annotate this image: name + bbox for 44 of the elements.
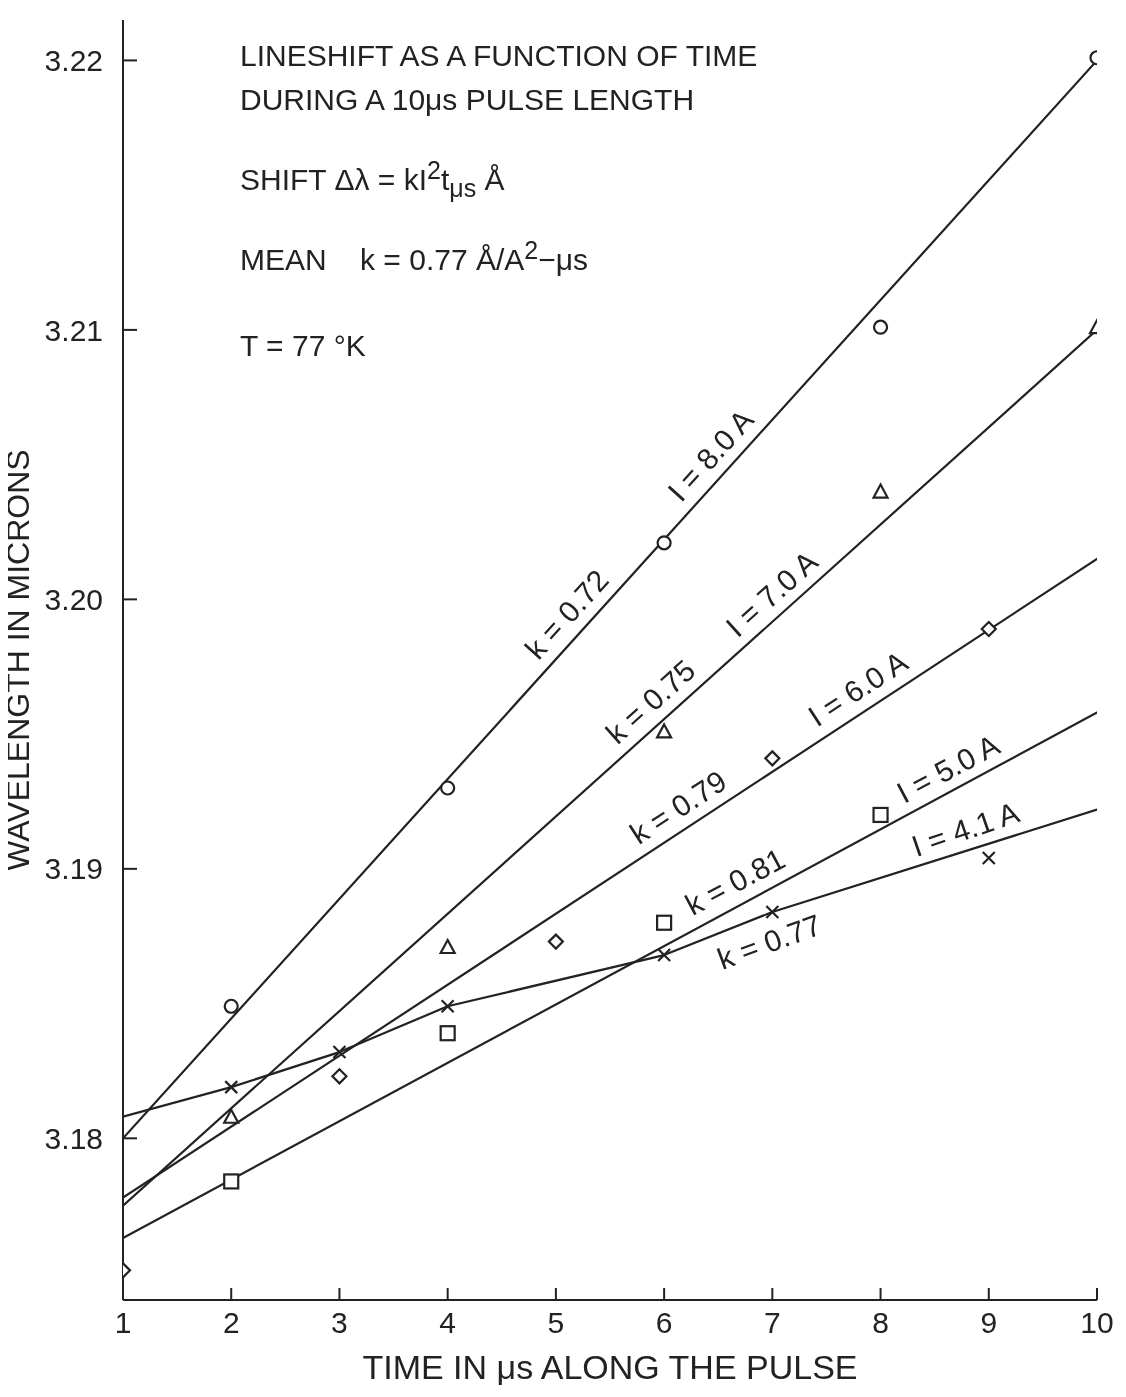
point xyxy=(440,780,456,796)
point xyxy=(656,723,673,739)
point xyxy=(656,914,673,931)
point xyxy=(223,1173,240,1190)
text: LINESHIFT AS A FUNCTION OF TIME DURING A 10μs PULSE LENGTH xyxy=(240,39,758,116)
x-tick-label: 1 xyxy=(114,1306,132,1340)
annotation: I = 7.0 A xyxy=(719,544,824,644)
point xyxy=(656,535,672,551)
x-tick-label: 9 xyxy=(980,1306,998,1340)
point xyxy=(872,483,889,499)
x-tick-label: 5 xyxy=(547,1306,565,1340)
point xyxy=(872,319,889,335)
point xyxy=(440,999,455,1014)
point xyxy=(224,1080,239,1095)
y-tick-label: 3.18 xyxy=(44,1121,103,1155)
x-axis-title: TIME IN μs ALONG THE PULSE xyxy=(362,1348,858,1386)
x-tick-label: 10 xyxy=(1080,1306,1114,1340)
annotation: T = 77 °K xyxy=(240,329,366,362)
annotation: I = 6.0 A xyxy=(802,644,914,733)
point xyxy=(547,933,564,950)
point xyxy=(332,1044,347,1060)
point xyxy=(223,1108,240,1124)
x-tick-label: 2 xyxy=(222,1306,240,1340)
point xyxy=(981,850,996,866)
point xyxy=(439,1025,456,1042)
point xyxy=(331,1068,348,1085)
y-tick-label: 3.20 xyxy=(44,583,103,617)
x-tick-label: 6 xyxy=(655,1306,673,1340)
y-tick-label: 3.19 xyxy=(44,852,103,886)
point xyxy=(223,998,239,1014)
x-tick-label: 7 xyxy=(763,1306,781,1340)
point xyxy=(764,750,781,767)
annotation: SHIFT Δλ = kI$^{2}$t$_{μs}$ Å xyxy=(240,156,505,202)
y-tick-label: 3.21 xyxy=(44,313,103,347)
point xyxy=(872,806,889,824)
point xyxy=(657,947,672,963)
x-tick-label: 8 xyxy=(872,1306,889,1340)
point xyxy=(980,620,997,638)
annotation: MEAN k = 0.77 Å/A$^{2}$−μs xyxy=(240,236,589,276)
y-tick-label: 3.22 xyxy=(44,44,103,78)
point xyxy=(439,938,456,955)
x-tick-label: 4 xyxy=(439,1306,457,1340)
x-tick-label: 3 xyxy=(331,1306,348,1340)
annotation: I = 8.0 A xyxy=(661,403,760,508)
